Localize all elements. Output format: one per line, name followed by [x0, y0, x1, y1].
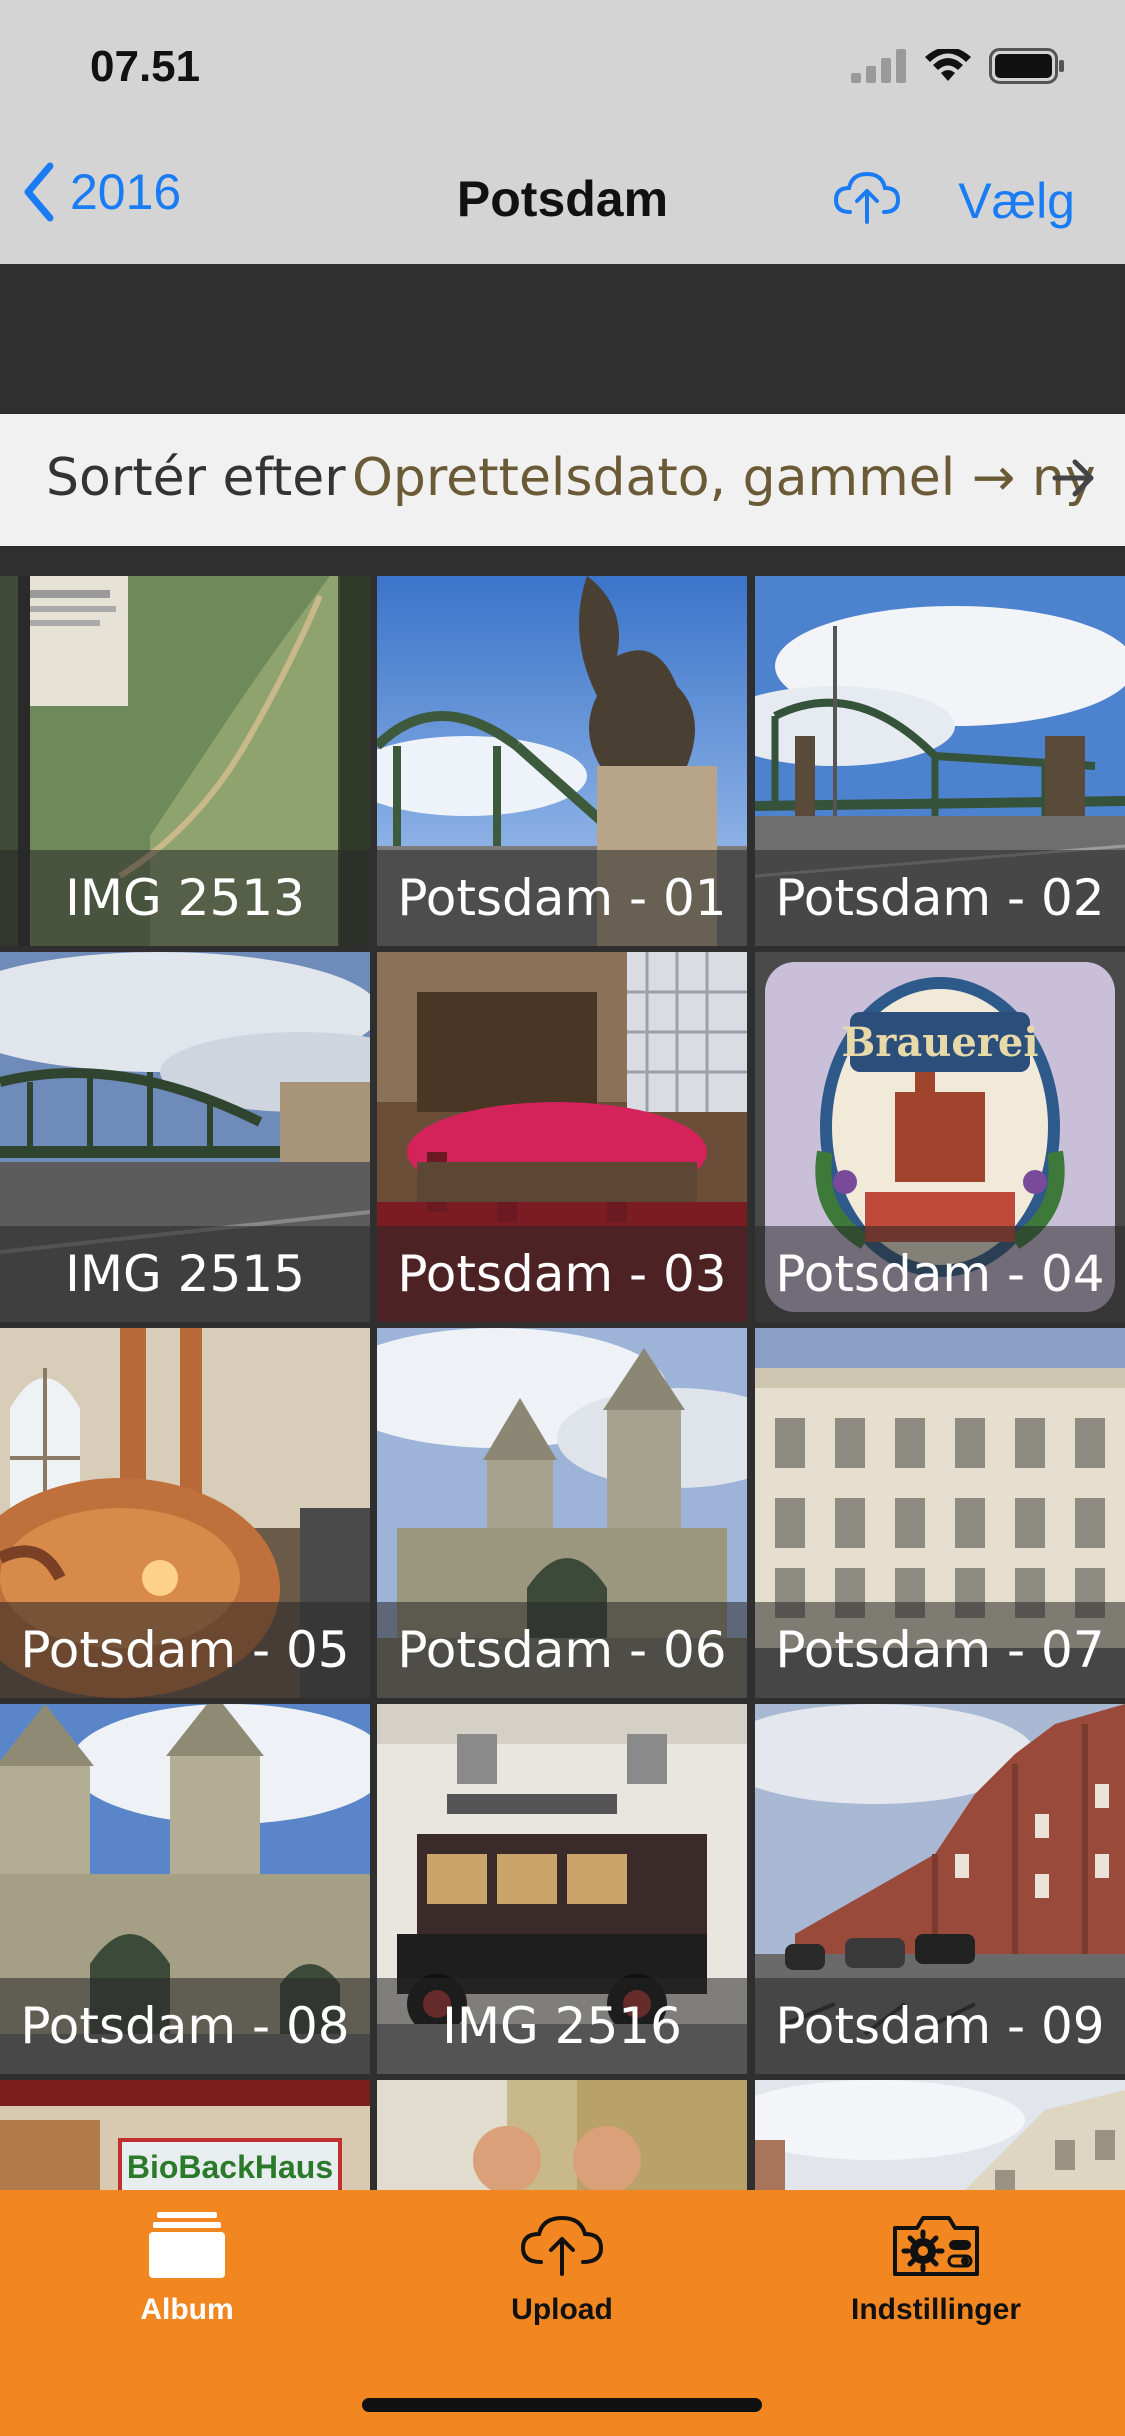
photo-tile[interactable]: [755, 2080, 1125, 2190]
photo-tile[interactable]: Potsdam - 09: [755, 1704, 1125, 2074]
tab-album[interactable]: Album: [37, 2212, 337, 2327]
photo-caption: Potsdam - 02: [755, 850, 1125, 946]
settings-camera-icon: [893, 2216, 979, 2276]
battery-icon: [989, 48, 1064, 84]
photo-caption: Potsdam - 09: [755, 1978, 1125, 2074]
photo-tile[interactable]: Potsdam - 08: [0, 1704, 370, 2074]
home-indicator[interactable]: [362, 2398, 762, 2412]
photo-tile[interactable]: IMG 2516: [377, 1704, 747, 2074]
sort-value[interactable]: Oprettelsdato, gammel → ny: [352, 448, 1096, 508]
tab-label: Upload: [511, 2293, 613, 2326]
status-time: 07.51: [90, 42, 201, 91]
tab-settings[interactable]: Indstillinger: [786, 2212, 1086, 2327]
tab-bar: Album Upload Indstillinger: [0, 2190, 1125, 2436]
photo-caption: Potsdam - 06: [377, 1602, 747, 1698]
photo-thumbnail: [377, 2080, 747, 2190]
signal-icon: [851, 49, 906, 83]
photo-tile[interactable]: [377, 2080, 747, 2190]
cloud-upload-icon[interactable]: [832, 166, 902, 226]
back-label: 2016: [70, 164, 182, 220]
photo-thumbnail: [755, 2080, 1125, 2190]
arrow-right-icon[interactable]: [1051, 454, 1097, 502]
status-bar: 07.51: [0, 0, 1125, 132]
photo-caption: Potsdam - 01: [377, 850, 747, 946]
sort-label: Sortér efter: [46, 448, 346, 508]
wifi-icon: [925, 49, 971, 81]
tab-upload[interactable]: Upload: [412, 2212, 712, 2327]
cloud-upload-icon: [520, 2215, 604, 2276]
sort-bar[interactable]: Sortér efter Oprettelsdato, gammel → ny: [0, 414, 1125, 546]
navigation-bar: 2016 Potsdam Vælg: [0, 132, 1125, 264]
photo-tile[interactable]: Potsdam - 07: [755, 1328, 1125, 1698]
photo-tile[interactable]: Potsdam - 01: [377, 576, 747, 946]
photo-caption: Potsdam - 08: [0, 1978, 370, 2074]
svg-text:Brauerei: Brauerei: [841, 1019, 1038, 1066]
photo-caption: Potsdam - 07: [755, 1602, 1125, 1698]
chevron-left-icon: [24, 162, 54, 222]
back-button[interactable]: 2016: [22, 162, 181, 222]
photo-grid: IMG 2513 Potsdam - 01: [0, 576, 1125, 2190]
svg-text:BioBackHaus: BioBackHaus: [127, 2149, 333, 2185]
tab-label: Album: [140, 2293, 234, 2326]
photo-caption: Potsdam - 03: [377, 1226, 747, 1322]
photo-caption: Potsdam - 04: [755, 1226, 1125, 1322]
photo-thumbnail: BioBackHaus: [0, 2080, 370, 2190]
photo-caption: Potsdam - 05: [0, 1602, 370, 1698]
photo-tile[interactable]: Potsdam - 03: [377, 952, 747, 1322]
photo-caption: IMG 2516: [377, 1978, 747, 2074]
photo-tile[interactable]: IMG 2515: [0, 952, 370, 1322]
photo-tile[interactable]: Potsdam - 05: [0, 1328, 370, 1698]
photo-caption: IMG 2513: [0, 850, 370, 946]
banner-area: [0, 264, 1125, 414]
photo-tile[interactable]: BioBackHaus: [0, 2080, 370, 2190]
select-button[interactable]: Vælg: [958, 173, 1075, 229]
status-icons: [851, 48, 1065, 84]
album-icon: [149, 2212, 225, 2278]
photo-caption: IMG 2515: [0, 1226, 370, 1322]
photo-tile[interactable]: Brauerei Potsdam - 04: [755, 952, 1125, 1322]
photo-tile[interactable]: IMG 2513: [0, 576, 370, 946]
page-title: Potsdam: [456, 171, 669, 227]
photo-tile[interactable]: Potsdam - 06: [377, 1328, 747, 1698]
tab-label: Indstillinger: [850, 2293, 1021, 2326]
photo-tile[interactable]: Potsdam - 02: [755, 576, 1125, 946]
